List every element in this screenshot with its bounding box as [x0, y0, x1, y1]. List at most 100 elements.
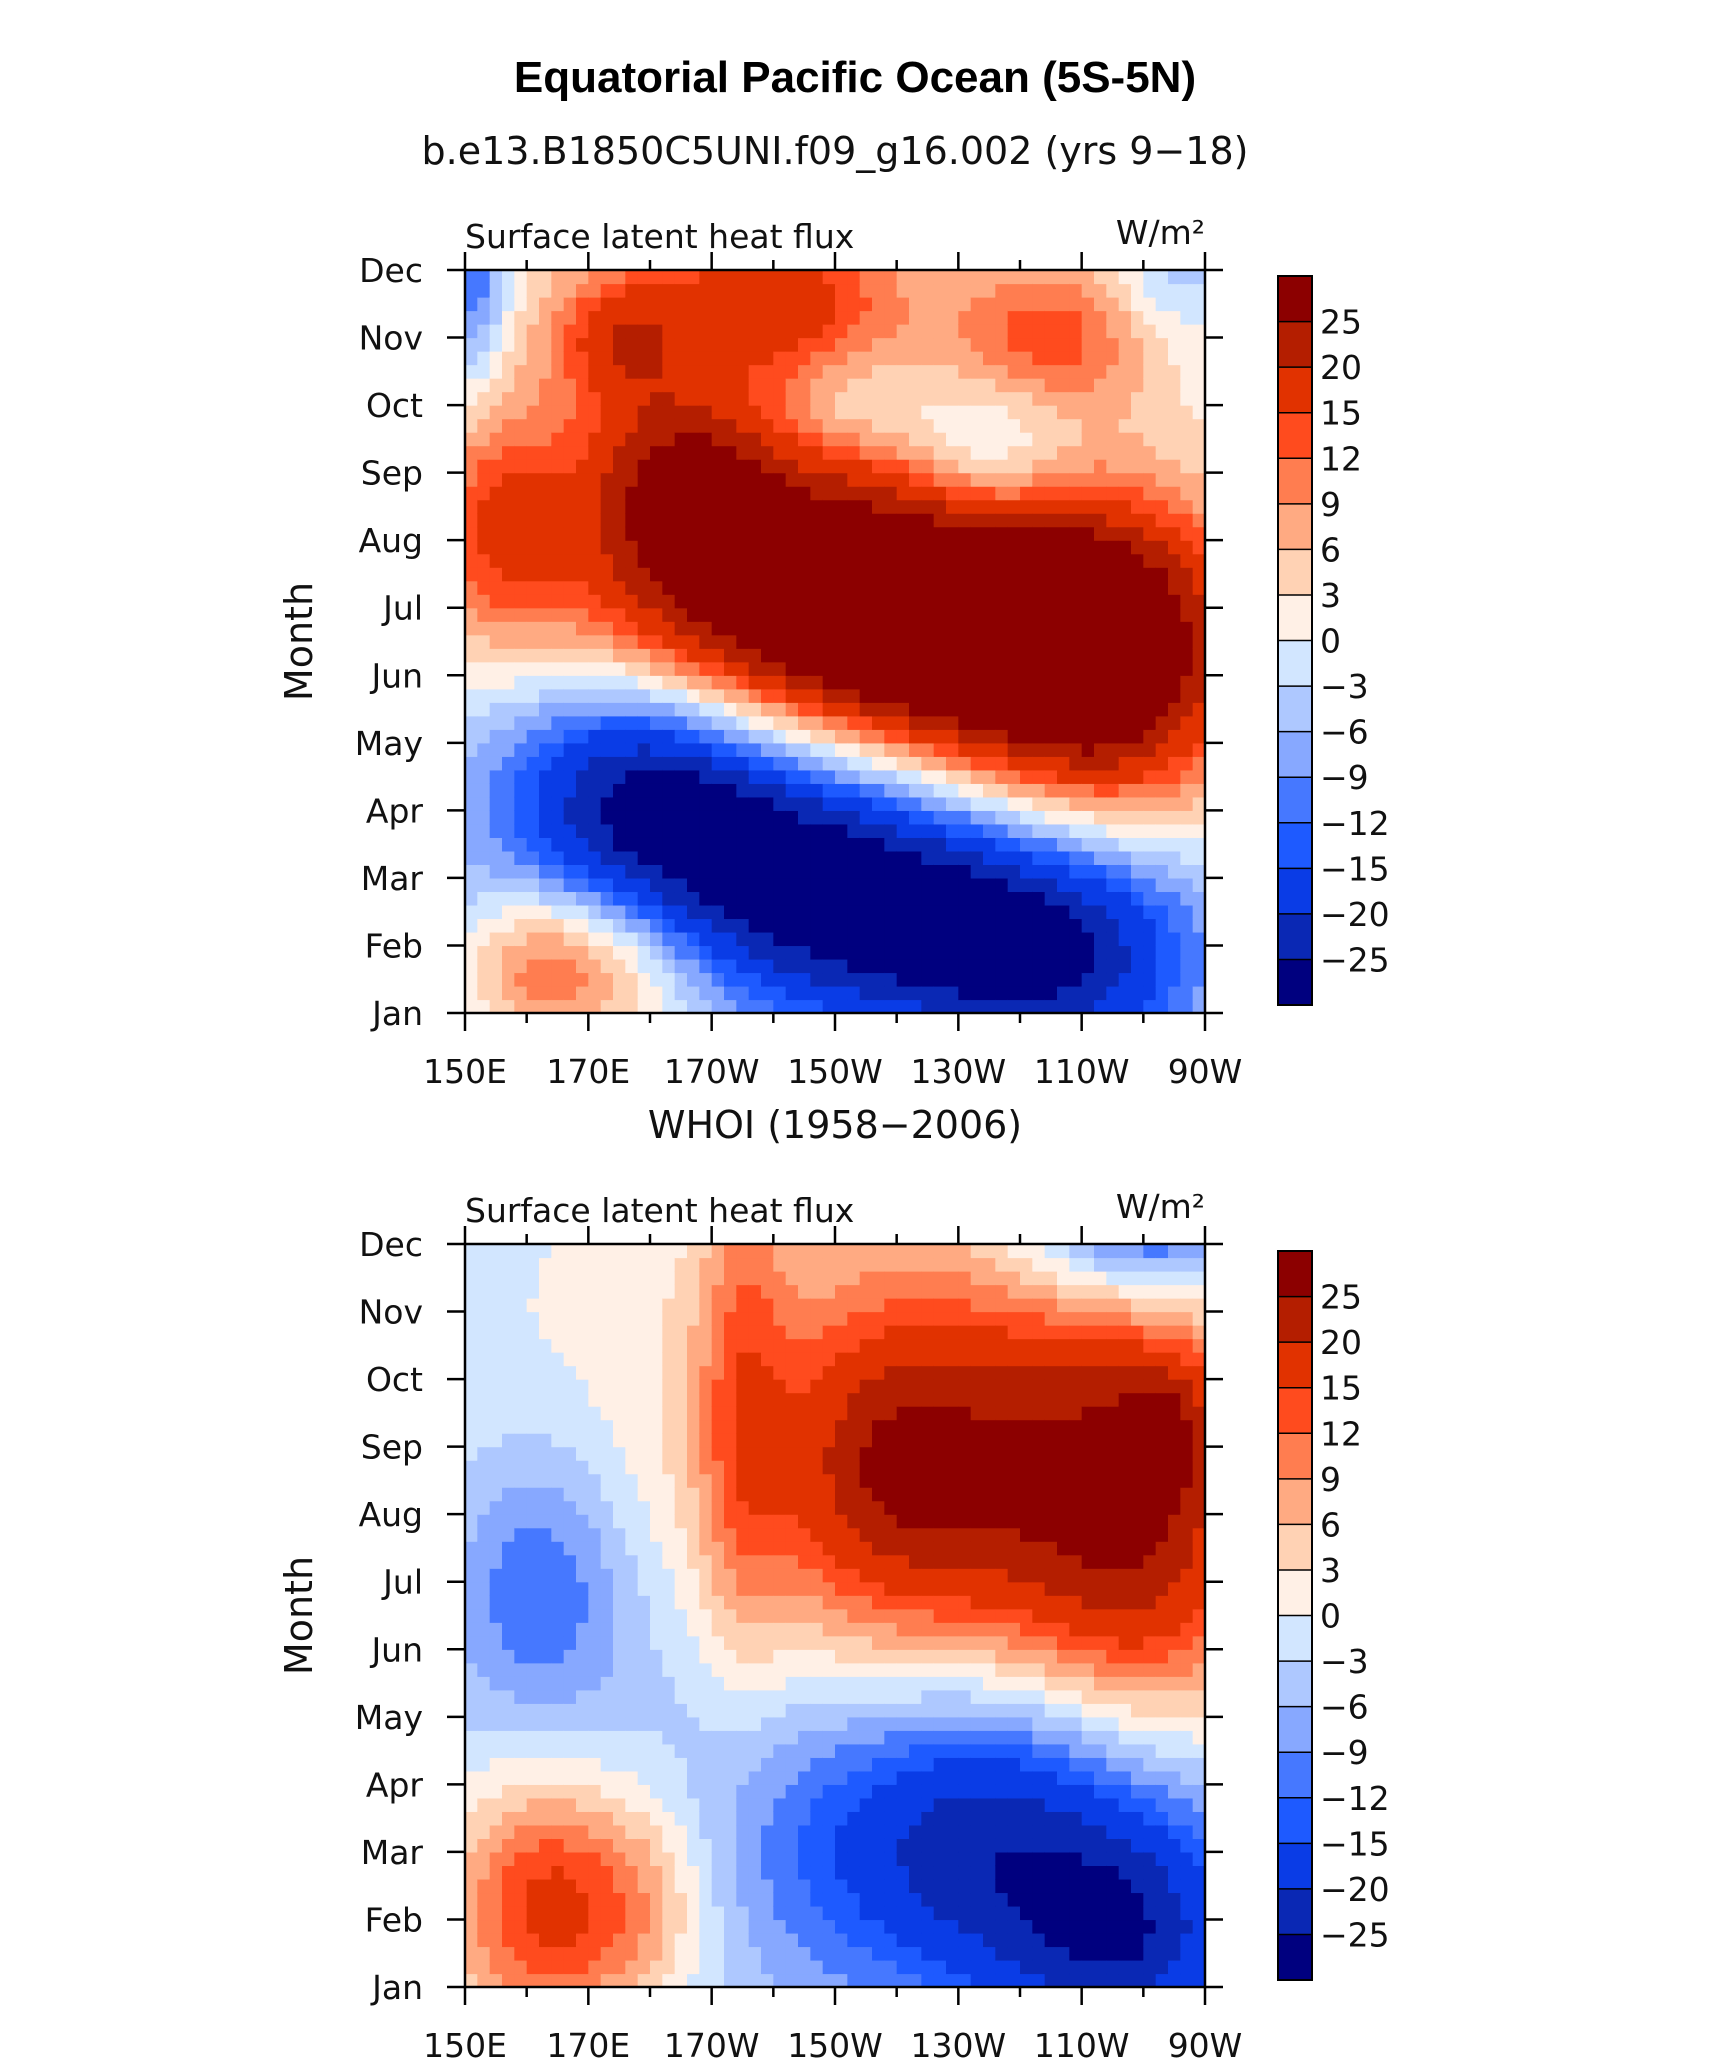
p0-heatmap-cell [1069, 337, 1083, 352]
p0-heatmap-cell [1007, 445, 1021, 460]
p0-heatmap-cell [674, 661, 688, 676]
p0-heatmap-cell [576, 270, 589, 285]
p0-heatmap-cell [514, 351, 528, 366]
p0-heatmap-cell [551, 756, 565, 771]
p0-heatmap-cell [884, 297, 898, 312]
p0-heatmap-cell [810, 486, 824, 501]
p0-heatmap-cell [514, 297, 528, 312]
p0-heatmap-cell [699, 310, 713, 325]
p0-heatmap-cell [835, 972, 848, 987]
p0-heatmap-cell [613, 459, 626, 474]
p0-heatmap-cell [711, 540, 725, 555]
p0-heatmap-cell [1044, 945, 1058, 960]
p1-heatmap-cell [551, 1703, 565, 1718]
p0-heatmap-cell [1106, 567, 1120, 582]
p0-heatmap-cell [576, 702, 589, 717]
p0-heatmap-cell [674, 877, 688, 893]
p1-heatmap-cell [699, 1757, 713, 1772]
p1-heatmap-cell [699, 1554, 713, 1569]
p1-heatmap-cell [637, 1689, 651, 1704]
p0-heatmap-cell [563, 459, 577, 474]
p0-heatmap-cell [1180, 486, 1194, 501]
p0-heatmap-cell [637, 972, 651, 987]
p1-heatmap-cell [674, 1311, 688, 1326]
p0-heatmap-cell [1143, 648, 1157, 663]
p0-heatmap-cell [859, 904, 873, 920]
p0-heatmap-cell [687, 351, 700, 366]
p0-heatmap-cell [946, 864, 959, 879]
p0-heatmap-cell [872, 580, 885, 595]
p0-heatmap-cell [958, 877, 972, 893]
p0-heatmap-cell [613, 918, 626, 933]
p0-heatmap-cell [465, 864, 478, 879]
p0-heatmap-cell [822, 729, 836, 744]
p0-heatmap-cell [465, 742, 478, 757]
p1-heatmap-cell [551, 1541, 565, 1556]
p0-heatmap-cell [835, 661, 848, 676]
p0-heatmap-cell [909, 945, 922, 960]
p0-heatmap-cell [1192, 796, 1206, 811]
p0-heatmap-cell [773, 742, 787, 757]
p0-heatmap-cell [1020, 756, 1033, 771]
p0-heatmap-cell [946, 445, 959, 460]
p1-heatmap-cell [588, 1662, 602, 1677]
p1-heatmap-cell [711, 1919, 725, 1934]
p0-heatmap-cell [687, 715, 700, 730]
p0-heatmap-cell [1007, 702, 1021, 717]
p1-heatmap-cell [625, 1446, 639, 1461]
p0-heatmap-cell [1168, 999, 1181, 1014]
p0-heatmap-cell [1131, 580, 1144, 595]
p1-heatmap-cell [526, 1865, 540, 1880]
p0-heatmap-cell [600, 418, 614, 433]
p0-heatmap-cell [933, 985, 947, 1001]
p0-heatmap-cell [489, 580, 503, 595]
p0-heatmap-cell [674, 634, 688, 649]
p0-heatmap-cell [662, 364, 676, 379]
p0-y-tick-label: Nov [359, 319, 423, 358]
p0-heatmap-cell [872, 499, 885, 514]
p0-heatmap-cell [613, 580, 626, 595]
p0-heatmap-cell [859, 729, 873, 744]
p0-heatmap-cell [1020, 486, 1033, 501]
p1-heatmap-cell [662, 1743, 676, 1758]
p1-heatmap-cell [699, 1676, 713, 1691]
p1-heatmap-cell [613, 1379, 626, 1394]
p0-heatmap-cell [1032, 837, 1046, 852]
p1-heatmap-cell [539, 1244, 552, 1259]
p0-heatmap-cell [921, 634, 935, 649]
p0-heatmap-cell [1069, 364, 1083, 379]
p1-heatmap-cell [514, 1446, 528, 1461]
p0-heatmap-cell [539, 958, 552, 974]
p0-heatmap-cell [1044, 459, 1058, 474]
p0-heatmap-cell [489, 837, 503, 852]
p1-heatmap-cell [736, 1365, 750, 1380]
p1-heatmap-cell [699, 1716, 713, 1731]
p0-heatmap-cell [958, 958, 972, 974]
p0-heatmap-cell [563, 931, 577, 947]
p0-heatmap-cell [1032, 270, 1046, 285]
p0-heatmap-cell [1044, 864, 1058, 879]
p0-heatmap-cell [1057, 648, 1070, 663]
p0-heatmap-cell [1094, 310, 1107, 325]
p1-heatmap-cell [539, 1284, 552, 1299]
p1-heatmap-cell [613, 1851, 626, 1867]
p0-heatmap-cell [613, 297, 626, 312]
p0-heatmap-cell [711, 742, 725, 757]
p0-colorbar-swatch [1278, 594, 1312, 641]
p1-heatmap-cell [761, 1757, 774, 1772]
p0-heatmap-cell [662, 796, 676, 811]
p0-heatmap-cell [563, 985, 577, 1001]
p0-heatmap-cell [465, 324, 478, 339]
p0-y-tick-label: Mar [361, 859, 424, 898]
p0-heatmap-cell [909, 783, 922, 798]
p0-heatmap-cell [785, 378, 799, 393]
p0-heatmap-cell [822, 418, 836, 433]
p0-colorbar-swatch [1278, 549, 1312, 596]
p0-heatmap-cell [748, 688, 762, 703]
p0-heatmap-cell [859, 891, 873, 906]
p0-heatmap-cell [933, 526, 947, 541]
p0-heatmap-cell [625, 904, 639, 920]
p0-heatmap-cell [1143, 972, 1157, 987]
p1-heatmap-cell [625, 1973, 639, 1988]
p1-heatmap-cell [761, 1811, 774, 1826]
